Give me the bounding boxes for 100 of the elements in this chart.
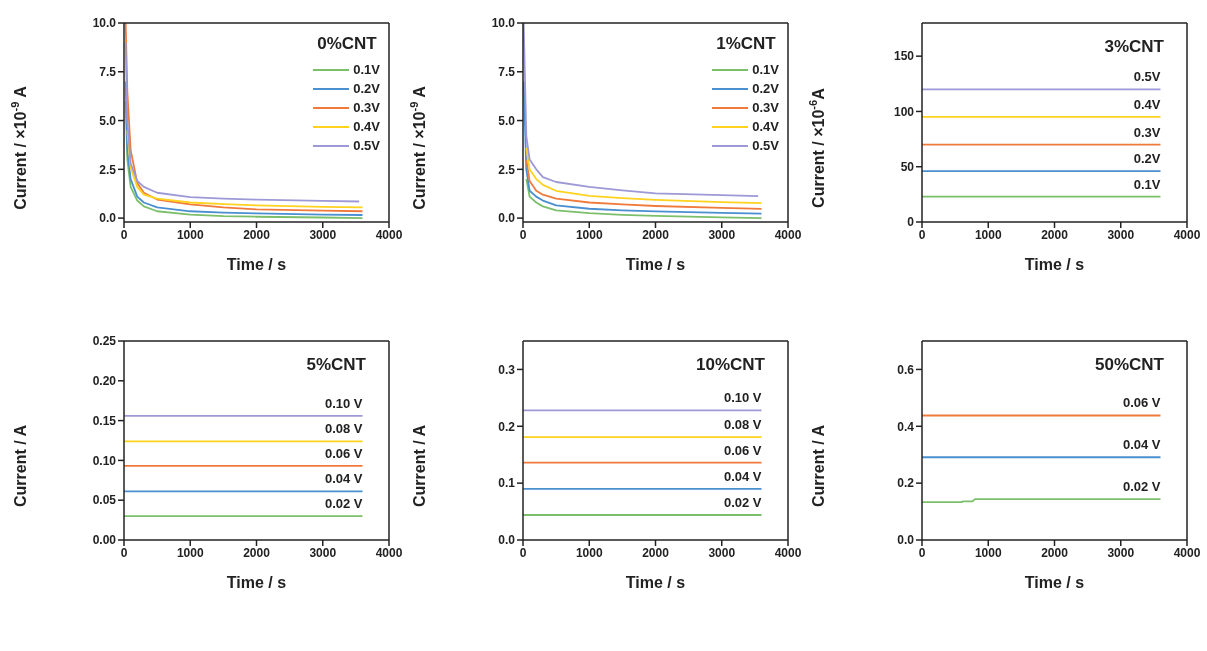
y-axis-title: Current / A	[810, 424, 828, 508]
x-axis-title: Time / s	[625, 574, 686, 591]
y-tick-label: 10.0	[491, 16, 516, 31]
y-tick-label: 5.0	[498, 113, 516, 128]
x-tick-label: 2000	[243, 545, 271, 560]
series-label: 0.04 V	[324, 471, 363, 487]
legend-title: 1%CNT	[715, 34, 777, 54]
y-axis-title: Current / A	[411, 424, 429, 508]
y-tick-label: 0.0	[498, 533, 516, 548]
series-label: 0.04 V	[723, 468, 762, 484]
y-tick-label: 7.5	[99, 65, 117, 80]
y-tick-label: 0.4	[897, 419, 915, 434]
legend-label: 0.4V	[353, 119, 380, 134]
legend-label: 0.5V	[752, 138, 779, 153]
x-tick-label: 2000	[243, 227, 271, 242]
x-axis-title: Time / s	[226, 574, 287, 591]
series-label: 0.06 V	[723, 442, 762, 458]
x-tick-label: 2000	[642, 545, 670, 560]
x-tick-label: 3000	[309, 227, 337, 242]
text: 3%CNT	[1104, 37, 1165, 56]
y-tick-label: 0.3	[498, 362, 516, 377]
series-label: 0.10 V	[324, 395, 363, 411]
x-tick-label: 4000	[1173, 545, 1201, 560]
y-tick-label: 50	[900, 159, 915, 174]
x-tick-label: 1000	[176, 545, 204, 560]
x-tick-label: 2000	[642, 227, 670, 242]
text: 10%CNT	[696, 355, 766, 374]
series-label: 0.4V	[1133, 96, 1161, 112]
legend-label: 0.3V	[752, 100, 779, 115]
line-series	[525, 158, 763, 210]
x-tick-label: 3000	[1107, 545, 1135, 560]
series-label: 0.04 V	[1122, 437, 1161, 453]
y-tick-label: 0.2	[498, 419, 516, 434]
y-tick-label: 0.15	[92, 413, 117, 428]
series-label: 0.06 V	[1122, 395, 1161, 411]
legend-label: 0.2V	[752, 81, 779, 96]
x-tick-label: 1000	[575, 545, 603, 560]
y-tick-label: 0.1	[498, 476, 516, 491]
legend-label: 0.4V	[752, 119, 779, 134]
x-tick-label: 4000	[1173, 227, 1201, 242]
y-tick-label: 0.05	[92, 493, 117, 508]
series-label: 0.02 V	[723, 494, 762, 510]
series-label: 0.08 V	[324, 421, 363, 437]
y-tick-label: 10.0	[92, 16, 117, 31]
x-tick-label: 0	[918, 545, 926, 560]
text: 5%CNT	[306, 355, 367, 374]
y-tick-label: 7.5	[498, 65, 516, 80]
y-tick-label: 0.00	[92, 533, 117, 548]
y-tick-label: 0.20	[92, 374, 117, 389]
x-axis-title: Time / s	[1024, 256, 1085, 273]
series-label: 0.06 V	[324, 445, 363, 461]
x-tick-label: 1000	[974, 227, 1002, 242]
y-tick-label: 5.0	[99, 113, 117, 128]
x-tick-label: 1000	[974, 545, 1002, 560]
x-tick-label: 3000	[708, 545, 736, 560]
text: 50%CNT	[1095, 355, 1165, 374]
y-axis-title: Current / A	[12, 424, 30, 508]
series-label: 0.3V	[1133, 124, 1161, 140]
x-tick-label: 4000	[774, 545, 802, 560]
legend-label: 0.2V	[353, 81, 380, 96]
x-tick-label: 4000	[774, 227, 802, 242]
y-tick-label: 2.5	[99, 162, 117, 177]
x-tick-label: 2000	[1041, 227, 1069, 242]
x-tick-label: 3000	[309, 545, 337, 560]
y-tick-label: 0.25	[92, 334, 117, 349]
series-label: 0.1V	[1133, 176, 1161, 192]
series-label: 0.02 V	[324, 496, 363, 512]
y-tick-label: 0.0	[897, 533, 915, 548]
y-tick-label: 0	[907, 215, 915, 230]
x-tick-label: 4000	[375, 545, 403, 560]
x-axis-title: Time / s	[625, 256, 686, 273]
legend-label: 0.5V	[353, 138, 380, 153]
y-tick-label: 0.6	[897, 362, 915, 377]
line-series	[525, 178, 763, 219]
series-label: 0.5V	[1133, 69, 1161, 85]
y-tick-label: 150	[893, 49, 915, 64]
series-label: 0.2V	[1133, 151, 1161, 167]
x-tick-label: 0	[519, 545, 527, 560]
y-tick-label: 2.5	[498, 162, 516, 177]
legend-title: 0%CNT	[316, 34, 378, 54]
legend-label: 0.1V	[752, 62, 779, 77]
x-axis-title: Time / s	[1024, 574, 1085, 591]
x-tick-label: 3000	[708, 227, 736, 242]
x-tick-label: 3000	[1107, 227, 1135, 242]
y-tick-label: 0.0	[99, 211, 117, 226]
y-tick-label: 100	[893, 104, 915, 119]
x-tick-label: 0	[120, 227, 128, 242]
x-tick-label: 0	[918, 227, 926, 242]
legend-label: 0.1V	[353, 62, 380, 77]
series-label: 0.08 V	[723, 417, 762, 433]
x-tick-label: 2000	[1041, 545, 1069, 560]
x-tick-label: 1000	[575, 227, 603, 242]
y-tick-label: 0.10	[92, 453, 117, 468]
x-tick-label: 0	[519, 227, 527, 242]
series-label: 0.02 V	[1122, 479, 1161, 495]
x-tick-label: 0	[120, 545, 128, 560]
x-axis-title: Time / s	[226, 256, 287, 273]
y-tick-label: 0.2	[897, 476, 915, 491]
legend-label: 0.3V	[353, 100, 380, 115]
x-tick-label: 1000	[176, 227, 204, 242]
